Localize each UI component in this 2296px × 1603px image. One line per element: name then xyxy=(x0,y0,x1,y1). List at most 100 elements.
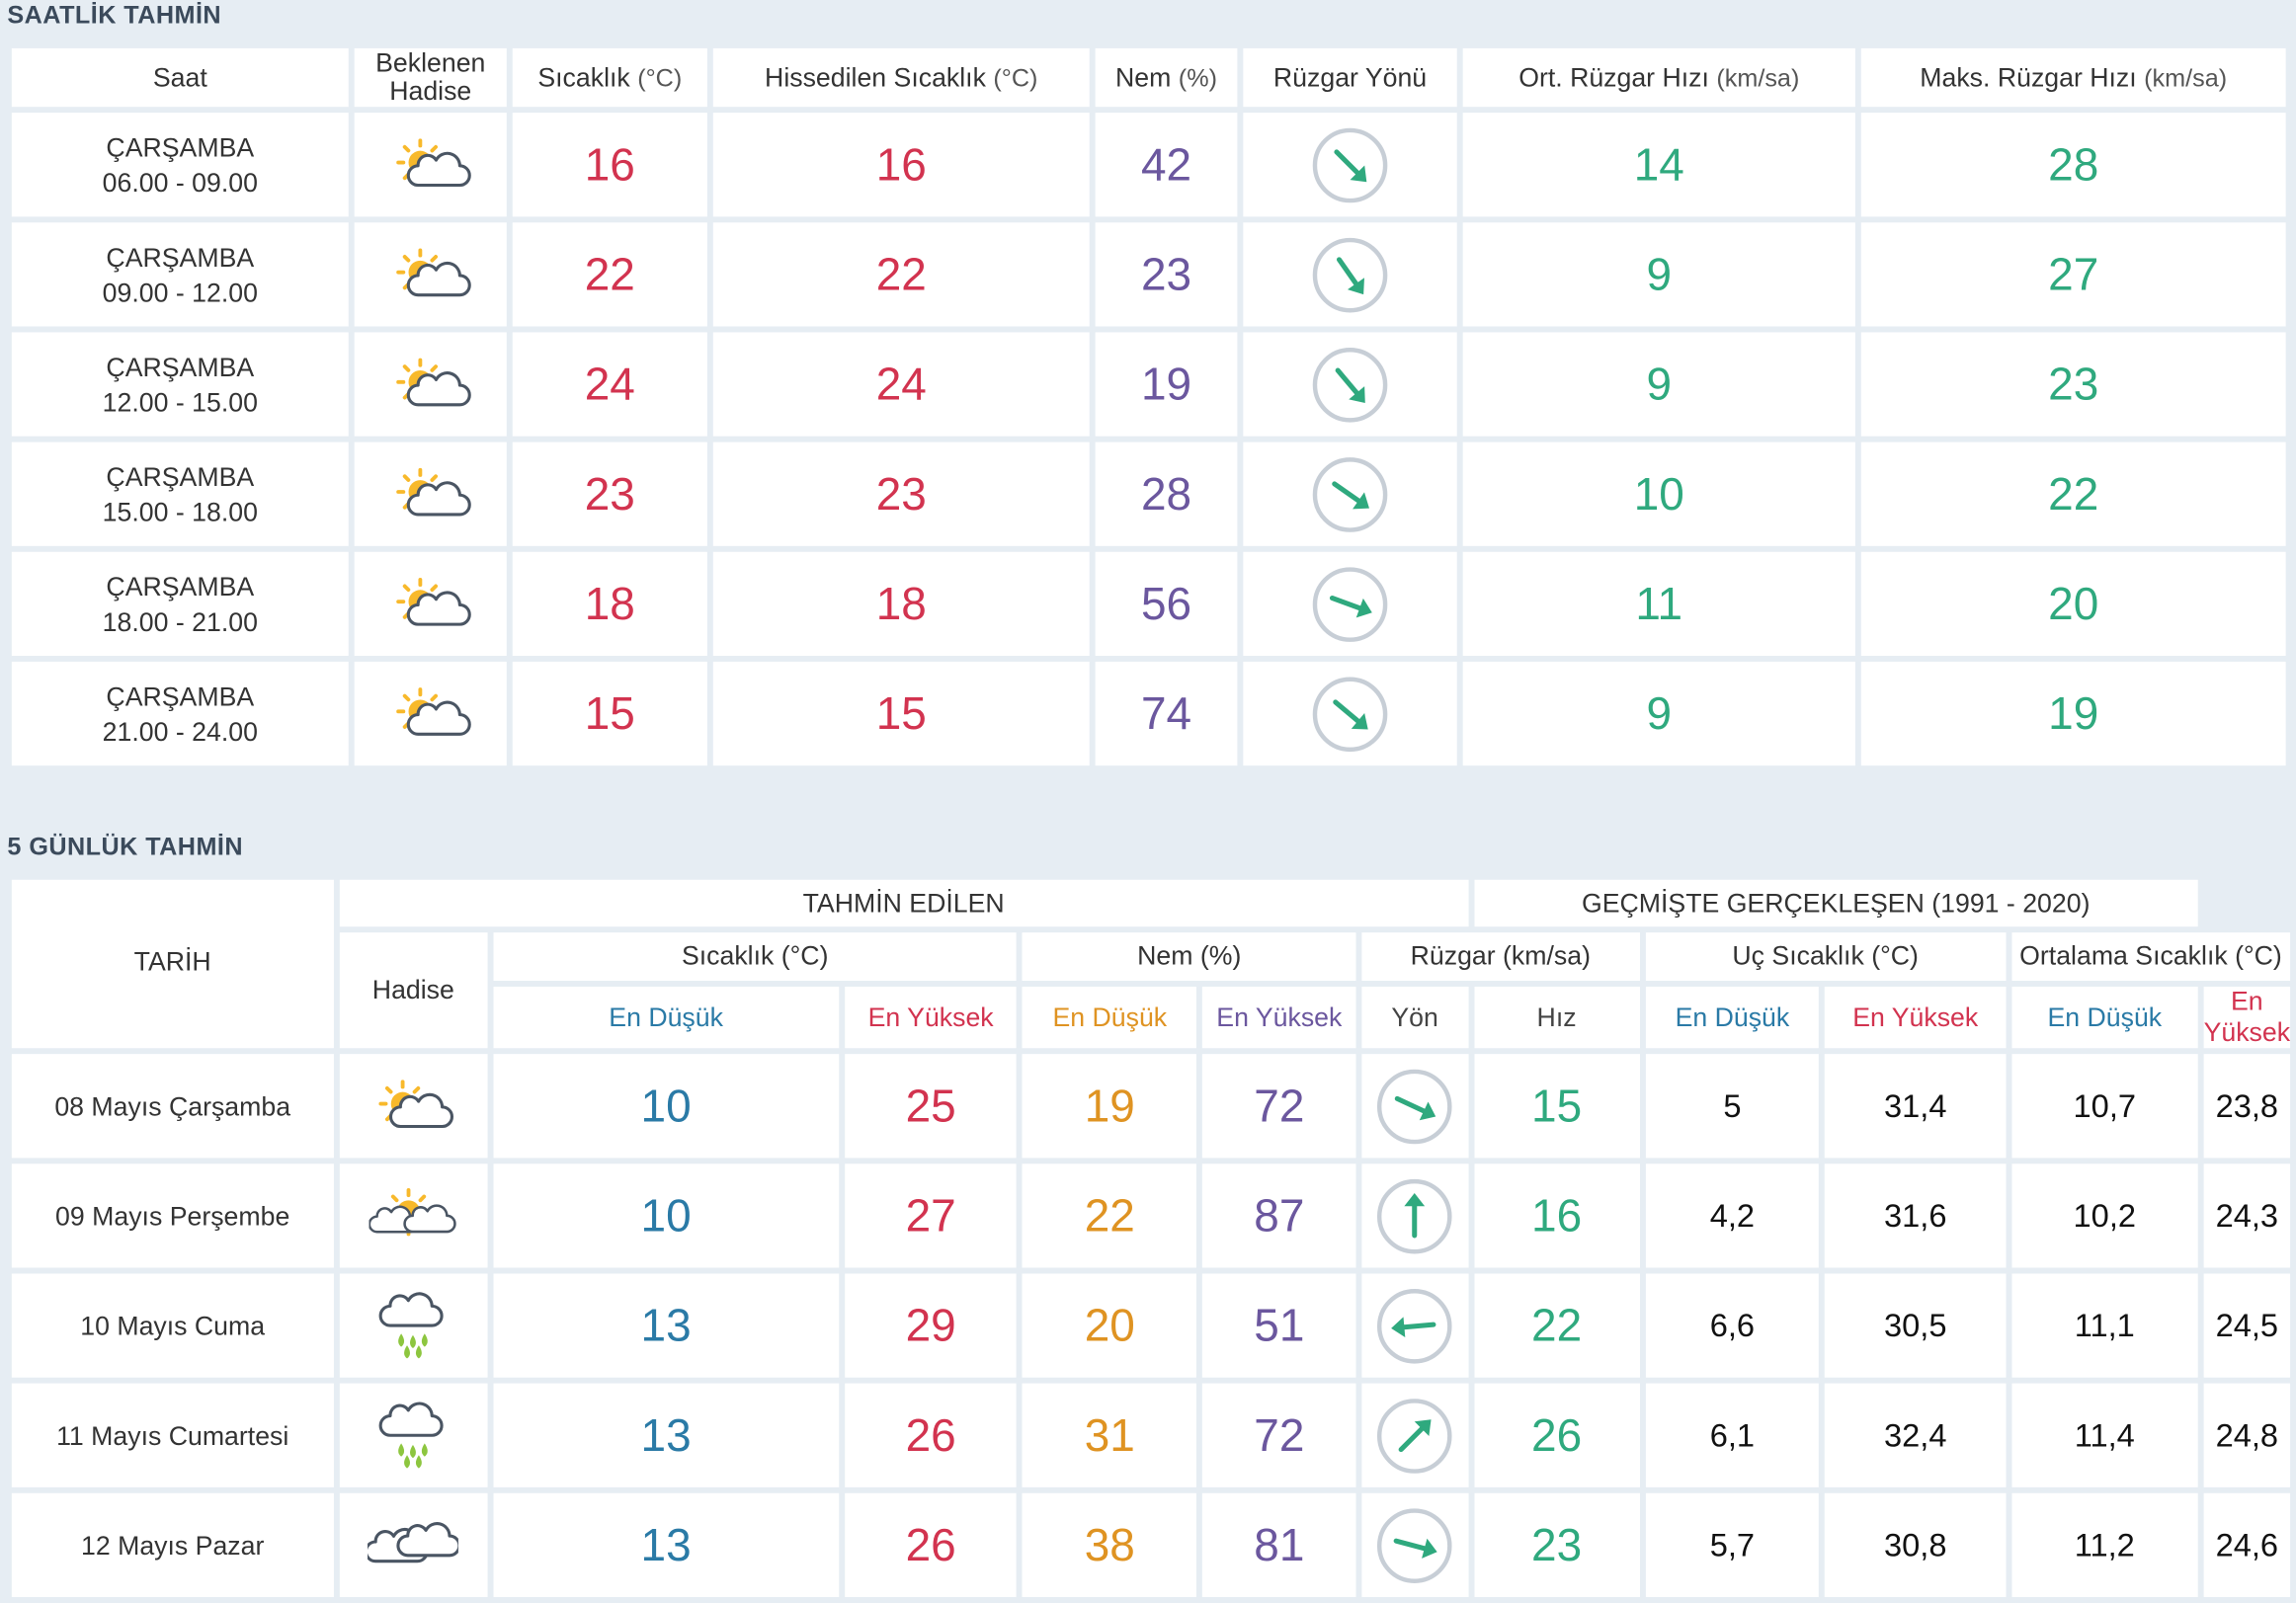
humidity-min-value: 20 xyxy=(1023,1273,1197,1378)
time-range: 09.00 - 12.00 xyxy=(102,277,258,307)
temp-max-value: 29 xyxy=(844,1273,1018,1378)
date-label: 10 Mayıs Cuma xyxy=(11,1273,334,1378)
day-label: ÇARŞAMBA xyxy=(106,571,255,601)
date-label: 09 Mayıs Perşembe xyxy=(11,1163,334,1268)
extreme-min-value: 5 xyxy=(1645,1054,1820,1159)
humidity-value: 42 xyxy=(1095,113,1238,217)
feels-like-value: 18 xyxy=(712,551,1090,657)
wind-arrow-icon xyxy=(1361,1176,1468,1255)
wind-arrow-icon xyxy=(1243,125,1456,204)
wind-speed-value: 15 xyxy=(1473,1054,1640,1159)
header-nem: Nem (%) xyxy=(1095,47,1238,108)
header-gecmiste: GEÇMİŞTE GERÇEKLEŞEN (1991 - 2020) xyxy=(1473,879,2198,927)
extreme-min-value: 5,7 xyxy=(1645,1492,1820,1598)
wind-direction-cell xyxy=(1243,113,1457,217)
weather-icon-cell xyxy=(354,332,507,437)
weather-icon-cell xyxy=(339,1054,488,1159)
extreme-min-value: 6,6 xyxy=(1645,1273,1820,1378)
extreme-min-value: 4,2 xyxy=(1645,1163,1820,1268)
header-ortalama-en-yuksek: En Yüksek xyxy=(2203,986,2291,1049)
weather-icon-cell xyxy=(339,1273,488,1378)
header-ruzgar: Rüzgar (km/sa) xyxy=(1361,932,1640,982)
header-tahmin-edilen: TAHMİN EDİLEN xyxy=(339,879,1468,927)
avg-wind-value: 9 xyxy=(1462,661,1855,766)
header-beklenen-hadise: Beklenen Hadise xyxy=(354,47,507,108)
feels-like-value: 23 xyxy=(712,441,1090,546)
time-slot: ÇARŞAMBA 12.00 - 15.00 xyxy=(11,332,349,437)
temp-min-value: 13 xyxy=(493,1492,840,1598)
wind-direction-cell xyxy=(1243,551,1457,657)
max-wind-value: 20 xyxy=(1860,551,2286,657)
header-tarih: TARİH xyxy=(11,879,334,1049)
temp-max-value: 26 xyxy=(844,1492,1018,1598)
humidity-min-value: 38 xyxy=(1023,1492,1197,1598)
partly-cloudy-icon xyxy=(355,570,507,637)
wind-arrow-icon xyxy=(1243,235,1456,314)
humidity-min-value: 22 xyxy=(1023,1163,1197,1268)
date-label: 11 Mayıs Cumartesi xyxy=(11,1383,334,1487)
max-wind-value: 27 xyxy=(1860,222,2286,327)
wind-direction-cell xyxy=(1361,1163,1468,1268)
wind-direction-cell xyxy=(1361,1492,1468,1598)
average-min-value: 10,2 xyxy=(2010,1163,2198,1268)
average-min-value: 11,4 xyxy=(2010,1383,2198,1487)
average-max-value: 24,8 xyxy=(2203,1383,2291,1487)
daily-section-title: 5 GÜNLÜK TAHMİN xyxy=(7,833,243,861)
humidity-max-value: 51 xyxy=(1202,1273,1356,1378)
header-yon: Yön xyxy=(1361,986,1468,1049)
humidity-value: 56 xyxy=(1095,551,1238,657)
weather-icon-cell xyxy=(339,1383,488,1487)
rain-icon xyxy=(339,1399,487,1472)
weather-icon-cell xyxy=(354,661,507,766)
hourly-row: ÇARŞAMBA 15.00 - 18.00 23 23 28 10 22 xyxy=(11,441,2286,546)
header-sicaklik: Sıcaklık (°C) xyxy=(493,932,1018,982)
hourly-section-title: SAATLİK TAHMİN xyxy=(7,1,222,30)
rain-icon xyxy=(339,1289,487,1362)
wind-direction-cell xyxy=(1243,661,1457,766)
time-range: 12.00 - 15.00 xyxy=(102,387,258,417)
header-uc-en-yuksek: En Yüksek xyxy=(1825,986,2007,1049)
time-range: 21.00 - 24.00 xyxy=(102,716,258,747)
temperature-value: 24 xyxy=(512,332,707,437)
partly-cloudy-icon xyxy=(355,351,507,418)
max-wind-value: 23 xyxy=(1860,332,2286,437)
daily-header-row-1: TARİH TAHMİN EDİLEN GEÇMİŞTE GERÇEKLEŞEN… xyxy=(11,879,2290,1049)
average-min-value: 11,1 xyxy=(2010,1273,2198,1378)
wind-direction-cell xyxy=(1361,1273,1468,1378)
header-sicaklik-en-dusuk: En Düşük xyxy=(493,986,840,1049)
temperature-value: 16 xyxy=(512,113,707,217)
temperature-value: 15 xyxy=(512,661,707,766)
day-label: ÇARŞAMBA xyxy=(106,132,255,162)
daily-row: 09 Mayıs Perşembe 10 27 22 87 16 4,2 31,6 10,2 2… xyxy=(11,1163,2291,1268)
hourly-row: ÇARŞAMBA 21.00 - 24.00 15 15 74 9 19 xyxy=(11,661,2286,766)
feels-like-value: 15 xyxy=(712,661,1090,766)
humidity-max-value: 81 xyxy=(1202,1492,1356,1598)
extreme-max-value: 31,4 xyxy=(1825,1054,2007,1159)
wind-arrow-icon xyxy=(1243,454,1456,533)
time-slot: ÇARŞAMBA 15.00 - 18.00 xyxy=(11,441,349,546)
day-label: ÇARŞAMBA xyxy=(106,461,255,492)
day-label: ÇARŞAMBA xyxy=(106,681,255,711)
partly-cloudy-icon xyxy=(339,1073,487,1140)
max-wind-value: 19 xyxy=(1860,661,2286,766)
day-label: ÇARŞAMBA xyxy=(106,242,255,272)
wind-direction-cell xyxy=(1361,1383,1468,1487)
header-nem-en-yuksek: En Yüksek xyxy=(1202,986,1356,1049)
weather-icon-cell xyxy=(354,222,507,327)
daily-header-row-2: Hadise Sıcaklık (°C) Nem (%) Rüzgar (km/… xyxy=(12,932,2291,1049)
time-range: 18.00 - 21.00 xyxy=(102,606,258,636)
avg-wind-value: 14 xyxy=(1462,113,1855,217)
hourly-header-row: Saat Beklenen Hadise Sıcaklık (°C) Hissed… xyxy=(11,47,2286,108)
average-min-value: 11,2 xyxy=(2010,1492,2198,1598)
humidity-min-value: 19 xyxy=(1023,1054,1197,1159)
weather-icon-cell xyxy=(354,551,507,657)
daily-row: 08 Mayıs Çarşamba 10 25 19 72 15 5 31,4 10,7 23,… xyxy=(11,1054,2291,1159)
temperature-value: 18 xyxy=(512,551,707,657)
extreme-max-value: 31,6 xyxy=(1825,1163,2007,1268)
hourly-row: ÇARŞAMBA 18.00 - 21.00 18 18 56 11 20 xyxy=(11,551,2286,657)
header-sicaklik-en-yuksek: En Yüksek xyxy=(844,986,1018,1049)
sun-clouds-icon xyxy=(339,1180,487,1250)
weather-icon-cell xyxy=(339,1163,488,1268)
header-uc-en-dusuk: En Düşük xyxy=(1645,986,1820,1049)
partly-cloudy-icon xyxy=(355,241,507,308)
